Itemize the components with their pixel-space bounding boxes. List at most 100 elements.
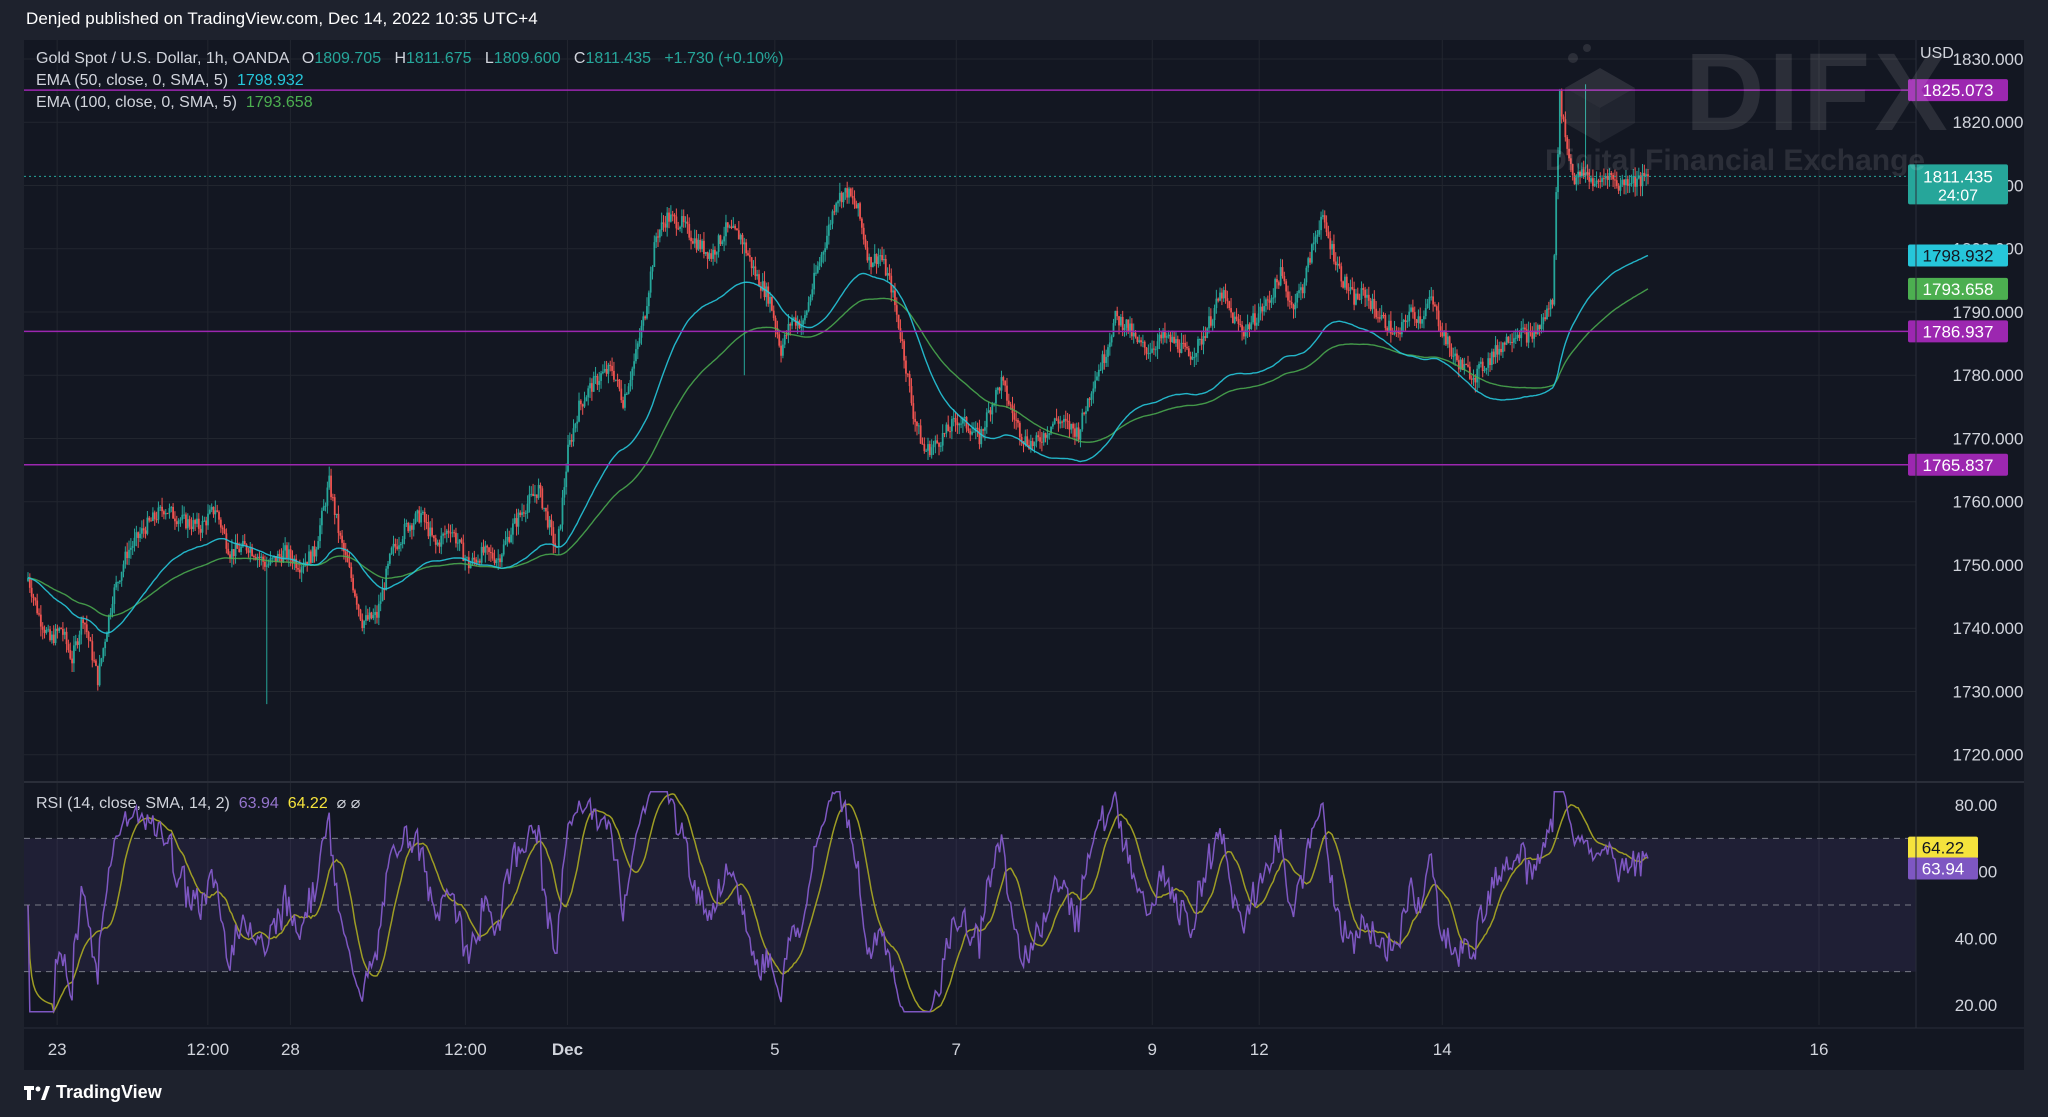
candle-body — [1263, 306, 1266, 312]
candle — [511, 518, 514, 545]
candle — [712, 243, 715, 266]
candle — [851, 187, 854, 205]
candle-body — [326, 487, 329, 506]
candle — [732, 217, 735, 229]
candle-body — [1533, 331, 1536, 339]
candle — [1164, 322, 1166, 343]
candle — [1178, 339, 1181, 358]
candle — [1055, 408, 1058, 421]
candle — [320, 507, 323, 535]
candle — [1244, 324, 1247, 345]
candle — [67, 639, 70, 653]
candle — [651, 265, 654, 280]
candle-body — [712, 249, 715, 259]
candle — [1614, 169, 1616, 189]
candle-body — [1590, 178, 1592, 182]
candle-body — [311, 546, 314, 563]
candle-body — [102, 648, 105, 659]
candle-body — [912, 403, 915, 419]
candle-body — [1000, 377, 1003, 391]
candle — [1399, 327, 1401, 341]
candle-body — [129, 547, 132, 550]
candle-body — [917, 425, 920, 427]
candle-body — [607, 364, 610, 374]
candle-body — [355, 596, 358, 605]
candle-body — [671, 214, 674, 216]
candle-body — [1535, 331, 1537, 334]
candle-body — [660, 222, 663, 230]
candle — [489, 544, 492, 563]
candle-body — [1393, 330, 1396, 334]
candle-body — [690, 237, 692, 242]
candle-body — [106, 632, 108, 642]
candle-body — [949, 431, 951, 433]
candle — [396, 539, 399, 551]
candle-body — [401, 539, 404, 545]
candle-body — [614, 379, 617, 381]
candle — [144, 526, 147, 539]
candle-body — [1636, 178, 1638, 187]
candle — [280, 548, 283, 567]
chart-frame[interactable]: 23 12:00 28 12:00 Dec 5 7 9 12 14 16 USD 1720.000 173… — [24, 40, 2024, 1070]
candle — [860, 217, 863, 235]
candle-body — [163, 511, 165, 515]
candle — [1411, 299, 1414, 319]
candle-body — [600, 373, 602, 381]
candle — [194, 518, 197, 531]
candle — [605, 360, 608, 377]
price-chart-svg[interactable]: 23 12:00 28 12:00 Dec 5 7 9 12 14 16USD1720.000173… — [24, 40, 2024, 1070]
candle-body — [1389, 320, 1392, 334]
chart-legend: Gold Spot / U.S. Dollar, 1h, OANDA O1809… — [36, 48, 784, 114]
candle-body — [1243, 331, 1245, 337]
candle-body — [899, 328, 902, 340]
candle — [1441, 322, 1444, 338]
candle-body — [581, 404, 584, 407]
candle — [826, 225, 828, 250]
candle-body — [653, 242, 656, 267]
ema50-row[interactable]: EMA (50, close, 0, SMA, 5) 1798.932 — [36, 70, 784, 92]
ema100-row[interactable]: EMA (100, close, 0, SMA, 5) 1793.658 — [36, 92, 784, 114]
candle-body — [212, 506, 215, 515]
candle-body — [952, 418, 955, 420]
candle — [925, 448, 928, 452]
candle-body — [89, 639, 92, 642]
candle-body — [1101, 354, 1104, 370]
rsi-legend[interactable]: RSI (14, close, SMA, 14, 2) 63.94 64.22 … — [36, 793, 360, 813]
candle — [1208, 306, 1210, 334]
candle — [633, 353, 636, 376]
candle — [1619, 177, 1622, 197]
y-tick-label: 1760.000 — [1953, 493, 2024, 512]
candle — [43, 625, 46, 639]
candle-body — [1285, 281, 1288, 292]
level-badge-text: 1765.837 — [1923, 456, 1994, 475]
candle-body — [343, 542, 345, 552]
footer-logo[interactable]: TradingView — [24, 1082, 162, 1103]
candle — [265, 556, 268, 705]
candle-body — [651, 266, 654, 272]
candle-body — [1588, 172, 1591, 182]
candle — [1353, 281, 1356, 311]
candle-body — [772, 310, 775, 319]
candle-body — [219, 519, 222, 528]
candle-body — [352, 578, 355, 591]
candle-body — [954, 418, 957, 423]
candle-body — [1088, 398, 1091, 400]
candle — [1219, 287, 1221, 302]
symbol-row[interactable]: Gold Spot / U.S. Dollar, 1h, OANDA O1809… — [36, 48, 784, 70]
candle — [1582, 160, 1585, 179]
candle-body — [183, 514, 186, 516]
candle-body — [1555, 192, 1558, 256]
candle — [390, 546, 393, 556]
candle-body — [47, 629, 50, 631]
candle — [1500, 341, 1502, 356]
candle — [967, 423, 970, 434]
candle-body — [418, 510, 421, 523]
candle-body — [1018, 422, 1021, 438]
candle-body — [76, 641, 79, 645]
candle-body — [280, 556, 283, 563]
candle-body — [1151, 348, 1153, 353]
candle — [355, 593, 358, 610]
candle-body — [1615, 180, 1618, 187]
candle-body — [1112, 323, 1115, 337]
candle-body — [1063, 418, 1065, 423]
